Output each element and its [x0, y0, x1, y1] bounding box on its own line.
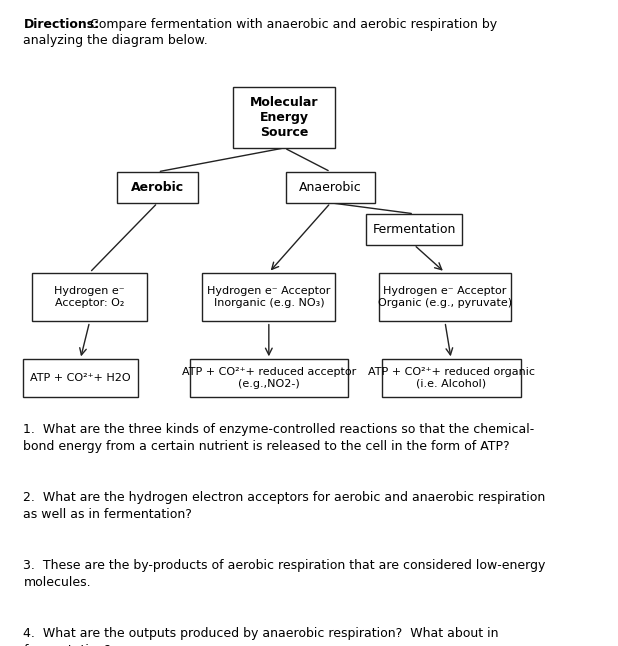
FancyBboxPatch shape — [286, 172, 376, 203]
Text: Hydrogen e⁻
Acceptor: O₂: Hydrogen e⁻ Acceptor: O₂ — [54, 286, 125, 308]
FancyBboxPatch shape — [378, 273, 511, 321]
FancyBboxPatch shape — [117, 172, 198, 203]
Text: 3.  These are the by-products of aerobic respiration that are considered low-ene: 3. These are the by-products of aerobic … — [23, 559, 546, 589]
Text: 4.  What are the outputs produced by anaerobic respiration?  What about in
ferme: 4. What are the outputs produced by anae… — [23, 627, 499, 646]
Text: ATP + CO²⁺+ reduced organic
(i.e. Alcohol): ATP + CO²⁺+ reduced organic (i.e. Alcoho… — [368, 367, 535, 389]
Text: Aerobic: Aerobic — [131, 181, 184, 194]
Text: analyzing the diagram below.: analyzing the diagram below. — [23, 34, 208, 47]
FancyBboxPatch shape — [190, 359, 347, 397]
FancyBboxPatch shape — [203, 273, 335, 321]
FancyBboxPatch shape — [381, 359, 520, 397]
FancyBboxPatch shape — [366, 214, 462, 245]
FancyBboxPatch shape — [234, 87, 335, 148]
Text: Anaerobic: Anaerobic — [299, 181, 362, 194]
Text: Hydrogen e⁻ Acceptor
Inorganic (e.g. NO₃): Hydrogen e⁻ Acceptor Inorganic (e.g. NO₃… — [207, 286, 331, 308]
Text: 1.  What are the three kinds of enzyme-controlled reactions so that the chemical: 1. What are the three kinds of enzyme-co… — [23, 423, 535, 453]
FancyBboxPatch shape — [23, 359, 137, 397]
Text: Fermentation: Fermentation — [373, 223, 455, 236]
Text: Hydrogen e⁻ Acceptor
Organic (e.g., pyruvate): Hydrogen e⁻ Acceptor Organic (e.g., pyru… — [378, 286, 512, 308]
Text: 2.  What are the hydrogen electron acceptors for aerobic and anaerobic respirati: 2. What are the hydrogen electron accept… — [23, 491, 546, 521]
Text: Compare fermentation with anaerobic and aerobic respiration by: Compare fermentation with anaerobic and … — [90, 18, 497, 31]
Text: ATP + CO²⁺+ reduced acceptor
(e.g.,NO2-): ATP + CO²⁺+ reduced acceptor (e.g.,NO2-) — [182, 367, 356, 389]
FancyBboxPatch shape — [32, 273, 147, 321]
Text: Directions:: Directions: — [23, 18, 99, 31]
Text: ATP + CO²⁺+ H2O: ATP + CO²⁺+ H2O — [30, 373, 130, 383]
Text: Molecular
Energy
Source: Molecular Energy Source — [250, 96, 318, 139]
